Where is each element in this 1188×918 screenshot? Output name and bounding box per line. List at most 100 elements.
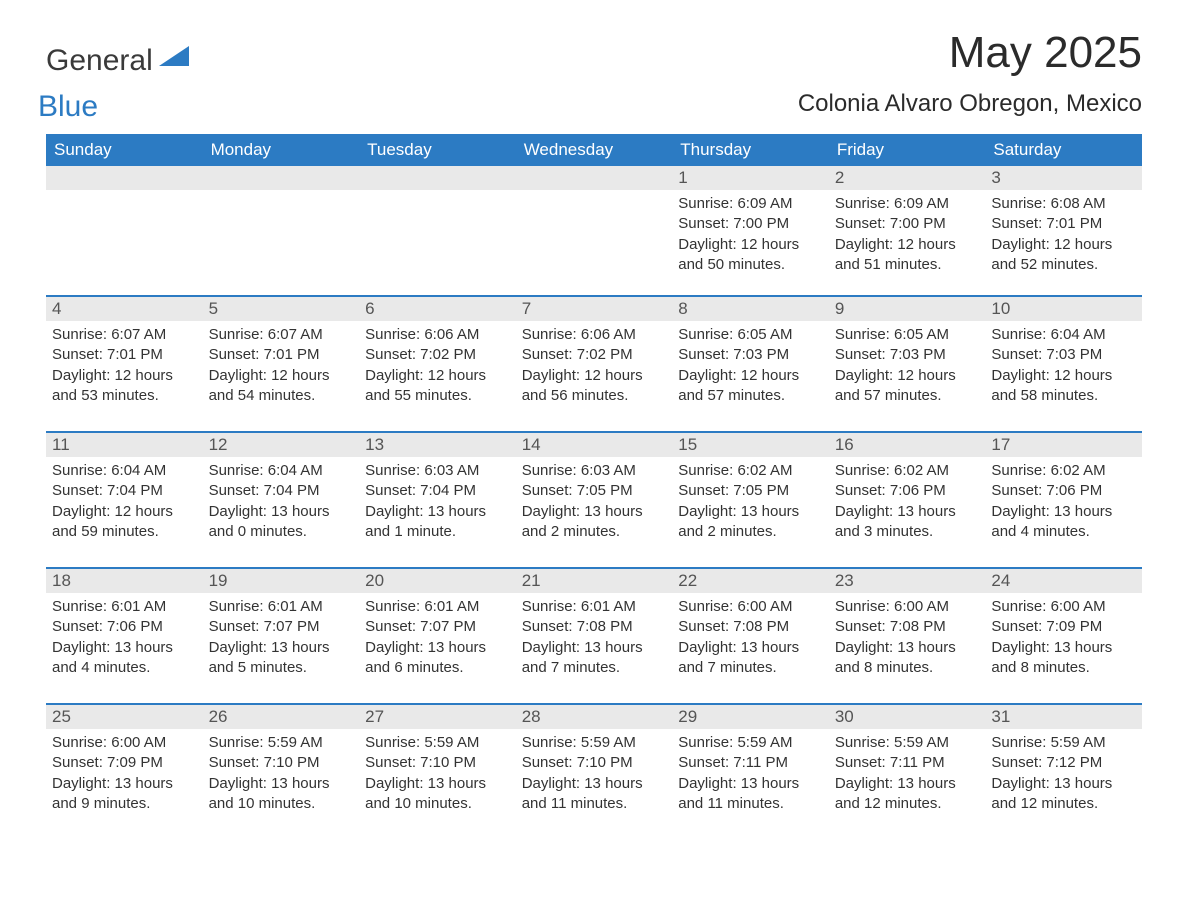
day-body [359, 190, 516, 270]
day-cell: 21Sunrise: 6:01 AMSunset: 7:08 PMDayligh… [516, 568, 673, 704]
day-cell: 3Sunrise: 6:08 AMSunset: 7:01 PMDaylight… [985, 166, 1142, 296]
day-number: 11 [46, 433, 203, 457]
day-body: Sunrise: 6:01 AMSunset: 7:07 PMDaylight:… [203, 593, 360, 678]
day-cell: 18Sunrise: 6:01 AMSunset: 7:06 PMDayligh… [46, 568, 203, 704]
day-body [46, 190, 203, 270]
day-number: 8 [672, 297, 829, 321]
day-body: Sunrise: 5:59 AMSunset: 7:10 PMDaylight:… [203, 729, 360, 814]
sunrise-line: Sunrise: 6:00 AM [52, 733, 197, 753]
header: General Blue May 2025 Colonia Alvaro Obr… [46, 28, 1142, 132]
day-number: 12 [203, 433, 360, 457]
day-body: Sunrise: 6:06 AMSunset: 7:02 PMDaylight:… [359, 321, 516, 406]
daylight-line: Daylight: 13 hours and 11 minutes. [522, 774, 667, 815]
day-number: 6 [359, 297, 516, 321]
day-cell: 29Sunrise: 5:59 AMSunset: 7:11 PMDayligh… [672, 704, 829, 824]
day-cell: 26Sunrise: 5:59 AMSunset: 7:10 PMDayligh… [203, 704, 360, 824]
day-body: Sunrise: 6:07 AMSunset: 7:01 PMDaylight:… [46, 321, 203, 406]
day-number: 27 [359, 705, 516, 729]
weekday-header: Sunday [46, 134, 203, 166]
daylight-line: Daylight: 13 hours and 1 minute. [365, 502, 510, 543]
daylight-line: Daylight: 13 hours and 8 minutes. [991, 638, 1136, 679]
sunrise-line: Sunrise: 6:05 AM [678, 325, 823, 345]
daylight-line: Daylight: 12 hours and 52 minutes. [991, 235, 1136, 276]
calendar-row: 18Sunrise: 6:01 AMSunset: 7:06 PMDayligh… [46, 568, 1142, 704]
day-cell: 20Sunrise: 6:01 AMSunset: 7:07 PMDayligh… [359, 568, 516, 704]
sunset-line: Sunset: 7:07 PM [209, 617, 354, 637]
daylight-line: Daylight: 12 hours and 51 minutes. [835, 235, 980, 276]
daylight-line: Daylight: 12 hours and 56 minutes. [522, 366, 667, 407]
sunset-line: Sunset: 7:10 PM [209, 753, 354, 773]
sunset-line: Sunset: 7:06 PM [835, 481, 980, 501]
day-number: 29 [672, 705, 829, 729]
daylight-line: Daylight: 13 hours and 0 minutes. [209, 502, 354, 543]
sunset-line: Sunset: 7:05 PM [678, 481, 823, 501]
sunrise-line: Sunrise: 6:05 AM [835, 325, 980, 345]
day-number: 26 [203, 705, 360, 729]
day-number: 2 [829, 166, 986, 190]
weekday-header: Thursday [672, 134, 829, 166]
day-cell: 13Sunrise: 6:03 AMSunset: 7:04 PMDayligh… [359, 432, 516, 568]
day-number: 3 [985, 166, 1142, 190]
day-cell: 22Sunrise: 6:00 AMSunset: 7:08 PMDayligh… [672, 568, 829, 704]
daylight-line: Daylight: 13 hours and 9 minutes. [52, 774, 197, 815]
day-body: Sunrise: 6:02 AMSunset: 7:06 PMDaylight:… [985, 457, 1142, 542]
day-body: Sunrise: 6:01 AMSunset: 7:08 PMDaylight:… [516, 593, 673, 678]
sunset-line: Sunset: 7:10 PM [522, 753, 667, 773]
day-number: 9 [829, 297, 986, 321]
sunrise-line: Sunrise: 6:01 AM [52, 597, 197, 617]
empty-cell [516, 166, 673, 296]
sunset-line: Sunset: 7:05 PM [522, 481, 667, 501]
day-cell: 27Sunrise: 5:59 AMSunset: 7:10 PMDayligh… [359, 704, 516, 824]
sunset-line: Sunset: 7:02 PM [522, 345, 667, 365]
daylight-line: Daylight: 13 hours and 12 minutes. [835, 774, 980, 815]
sunrise-line: Sunrise: 6:04 AM [209, 461, 354, 481]
page-subtitle: Colonia Alvaro Obregon, Mexico [798, 90, 1142, 118]
day-number: 31 [985, 705, 1142, 729]
title-block: May 2025 Colonia Alvaro Obregon, Mexico [798, 28, 1142, 132]
sunrise-line: Sunrise: 6:07 AM [52, 325, 197, 345]
daylight-line: Daylight: 12 hours and 59 minutes. [52, 502, 197, 543]
day-cell: 9Sunrise: 6:05 AMSunset: 7:03 PMDaylight… [829, 296, 986, 432]
sunrise-line: Sunrise: 6:09 AM [678, 194, 823, 214]
day-body: Sunrise: 5:59 AMSunset: 7:10 PMDaylight:… [516, 729, 673, 814]
sunrise-line: Sunrise: 6:01 AM [522, 597, 667, 617]
daylight-line: Daylight: 12 hours and 50 minutes. [678, 235, 823, 276]
day-number: 28 [516, 705, 673, 729]
daylight-line: Daylight: 12 hours and 55 minutes. [365, 366, 510, 407]
sunrise-line: Sunrise: 6:04 AM [52, 461, 197, 481]
sunset-line: Sunset: 7:04 PM [365, 481, 510, 501]
day-number: 10 [985, 297, 1142, 321]
day-body: Sunrise: 6:04 AMSunset: 7:03 PMDaylight:… [985, 321, 1142, 406]
sunset-line: Sunset: 7:03 PM [835, 345, 980, 365]
logo: General Blue [46, 28, 189, 110]
day-body: Sunrise: 6:01 AMSunset: 7:07 PMDaylight:… [359, 593, 516, 678]
day-body: Sunrise: 6:02 AMSunset: 7:05 PMDaylight:… [672, 457, 829, 542]
day-body: Sunrise: 5:59 AMSunset: 7:11 PMDaylight:… [672, 729, 829, 814]
day-cell: 1Sunrise: 6:09 AMSunset: 7:00 PMDaylight… [672, 166, 829, 296]
empty-cell [203, 166, 360, 296]
sunset-line: Sunset: 7:09 PM [991, 617, 1136, 637]
day-number: 17 [985, 433, 1142, 457]
day-cell: 6Sunrise: 6:06 AMSunset: 7:02 PMDaylight… [359, 296, 516, 432]
sunset-line: Sunset: 7:08 PM [522, 617, 667, 637]
sunset-line: Sunset: 7:10 PM [365, 753, 510, 773]
daylight-line: Daylight: 13 hours and 7 minutes. [522, 638, 667, 679]
daylight-line: Daylight: 13 hours and 6 minutes. [365, 638, 510, 679]
day-cell: 23Sunrise: 6:00 AMSunset: 7:08 PMDayligh… [829, 568, 986, 704]
logo-word2: Blue [38, 90, 98, 123]
daylight-line: Daylight: 13 hours and 4 minutes. [991, 502, 1136, 543]
sunrise-line: Sunrise: 6:09 AM [835, 194, 980, 214]
day-cell: 7Sunrise: 6:06 AMSunset: 7:02 PMDaylight… [516, 296, 673, 432]
day-cell: 25Sunrise: 6:00 AMSunset: 7:09 PMDayligh… [46, 704, 203, 824]
day-body [203, 190, 360, 270]
calendar-row: 25Sunrise: 6:00 AMSunset: 7:09 PMDayligh… [46, 704, 1142, 824]
daylight-line: Daylight: 13 hours and 5 minutes. [209, 638, 354, 679]
sunset-line: Sunset: 7:03 PM [991, 345, 1136, 365]
day-number: 23 [829, 569, 986, 593]
sunrise-line: Sunrise: 6:02 AM [678, 461, 823, 481]
day-cell: 28Sunrise: 5:59 AMSunset: 7:10 PMDayligh… [516, 704, 673, 824]
day-number: 4 [46, 297, 203, 321]
sunset-line: Sunset: 7:04 PM [52, 481, 197, 501]
sunset-line: Sunset: 7:00 PM [678, 214, 823, 234]
sunrise-line: Sunrise: 6:00 AM [835, 597, 980, 617]
